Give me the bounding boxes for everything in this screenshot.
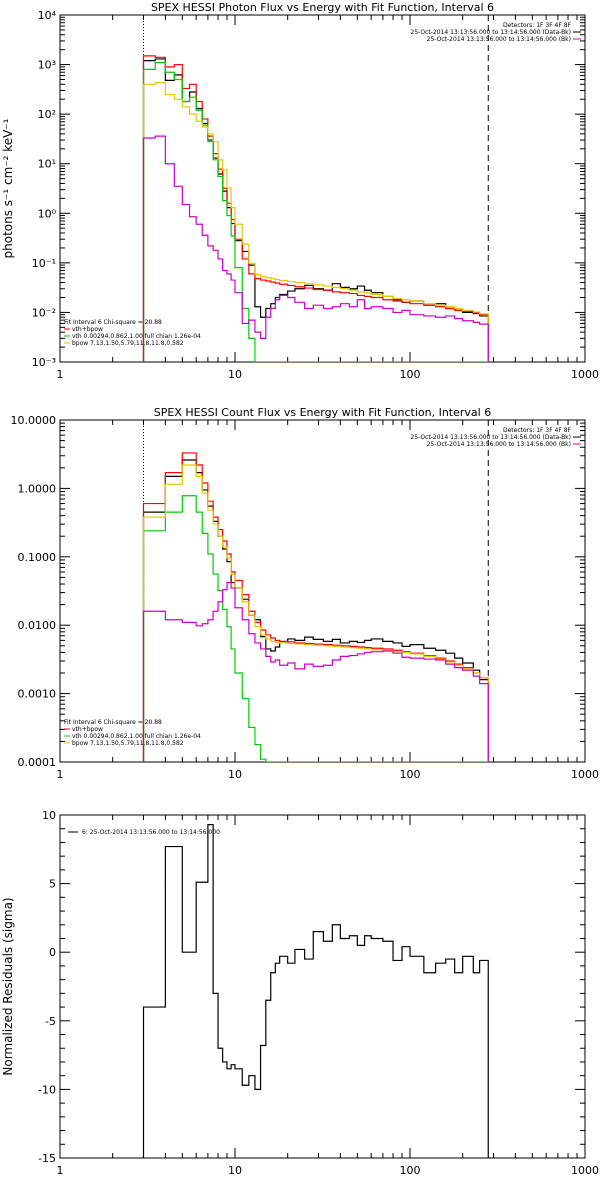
y-tick-label: 0.0010 bbox=[18, 688, 57, 701]
chart-panel-3: Normalized Residuals (sigma)1 10 100 1000-1… bbox=[1, 809, 599, 1177]
plot-frame bbox=[59, 419, 586, 763]
chart-title: SPEX HESSI Photon Flux vs Energy with Fi… bbox=[151, 1, 494, 14]
y-tick-label: 0.1000 bbox=[18, 551, 57, 564]
y-tick-label: -5 bbox=[45, 1015, 56, 1028]
legend-entry: vth+bpow bbox=[72, 326, 103, 333]
y-tick-label: 0 bbox=[49, 946, 56, 959]
x-tick-label: 10 bbox=[228, 368, 242, 381]
legend-entry: Detectors: 1F 3F 4F 8F bbox=[503, 427, 572, 434]
legend-entry: Fit Interval 6 Chi-square = 20.88 bbox=[64, 719, 162, 726]
y-tick-label: 10 bbox=[42, 809, 56, 822]
series-line-2 bbox=[142, 55, 489, 362]
legend-entry: vth 0.00294,0.862,1.00 full chian 1.26e-… bbox=[72, 333, 201, 340]
y-tick-label: 10⁰ bbox=[38, 207, 57, 220]
y-tick-label: 0.0001 bbox=[18, 756, 57, 769]
legend-entry: 25-Oct-2014 13:13:56.000 to 13:14:56.000… bbox=[427, 441, 571, 448]
series-line-4 bbox=[142, 82, 489, 362]
chart-title: SPEX HESSI Count Flux vs Energy with Fit… bbox=[154, 406, 491, 419]
x-tick-label: 1 bbox=[57, 768, 64, 781]
series-line-2 bbox=[142, 452, 489, 762]
x-tick-label: 100 bbox=[400, 1164, 421, 1177]
y-tick-label: 0.0100 bbox=[18, 619, 57, 632]
y-tick-label: 10.0000 bbox=[11, 414, 57, 427]
y-axis-label: photons s⁻¹ cm⁻² keV⁻¹ bbox=[1, 118, 15, 258]
series-line-5 bbox=[142, 581, 489, 762]
legend-entry: bpow 7.13,1.50,5.79,11.8,11.8,0.582 bbox=[72, 340, 184, 347]
x-tick-label: 10 bbox=[228, 768, 242, 781]
legend-entry: Detectors: 1F 3F 4F 8F bbox=[503, 22, 572, 29]
series-line-1 bbox=[142, 58, 489, 362]
legend-entry: Fit Interval 6 Chi-square = 20.88 bbox=[64, 319, 162, 326]
plot-frame bbox=[59, 814, 586, 1159]
x-tick-label: 1000 bbox=[571, 368, 599, 381]
y-tick-label: 10⁻³ bbox=[32, 356, 56, 369]
chart-panel-1: SPEX HESSI Photon Flux vs Energy with Fi… bbox=[1, 1, 599, 381]
x-tick-label: 1 bbox=[57, 1164, 64, 1177]
series-line-3 bbox=[142, 61, 489, 362]
legend-entry: 25-Oct-2014 13:13:56.000 to 13:14:56.000… bbox=[410, 434, 571, 441]
y-tick-label: 10⁻² bbox=[32, 306, 56, 319]
x-tick-label: 1000 bbox=[571, 1164, 599, 1177]
y-tick-label: 10⁻¹ bbox=[32, 257, 56, 270]
legend-entry: 6: 25-Oct-2014 13:13:56.000 to 13:14:56.… bbox=[82, 829, 220, 836]
plot-frame bbox=[59, 14, 586, 363]
series-line-1 bbox=[142, 824, 489, 1158]
series-line-4 bbox=[142, 464, 489, 762]
y-axis-label: Normalized Residuals (sigma) bbox=[1, 897, 15, 1075]
y-tick-label: 10¹ bbox=[38, 158, 56, 171]
y-tick-label: -10 bbox=[38, 1083, 56, 1096]
y-tick-label: -15 bbox=[38, 1152, 56, 1165]
legend-entry: 25-Oct-2014 13:13:56.000 to 13:14:56.000… bbox=[410, 29, 571, 36]
x-tick-label: 1 bbox=[57, 368, 64, 381]
y-tick-label: 10³ bbox=[38, 59, 56, 72]
y-tick-label: 1.0000 bbox=[18, 482, 57, 495]
y-tick-label: 10² bbox=[38, 108, 56, 121]
legend-entry: vth 0.00294,0.862,1.00 full chian 1.26e-… bbox=[72, 733, 201, 740]
y-tick-label: 10⁴ bbox=[38, 9, 57, 22]
series-line-3 bbox=[142, 495, 489, 762]
x-tick-label: 100 bbox=[400, 368, 421, 381]
chart-panel-2: SPEX HESSI Count Flux vs Energy with Fit… bbox=[11, 406, 600, 781]
legend-entry: bpow 7.13,1.50,5.79,11.8,11.8,0.582 bbox=[72, 740, 184, 747]
x-tick-label: 1000 bbox=[571, 768, 599, 781]
y-tick-label: 5 bbox=[49, 878, 56, 891]
x-tick-label: 10 bbox=[228, 1164, 242, 1177]
series-line-1 bbox=[142, 459, 489, 762]
legend-entry: vth+bpow bbox=[72, 726, 103, 733]
x-tick-label: 100 bbox=[400, 768, 421, 781]
legend-entry: 25-Oct-2014 13:13:56.000 to 13:14:56.000… bbox=[427, 36, 571, 43]
series-line-5 bbox=[142, 135, 489, 362]
